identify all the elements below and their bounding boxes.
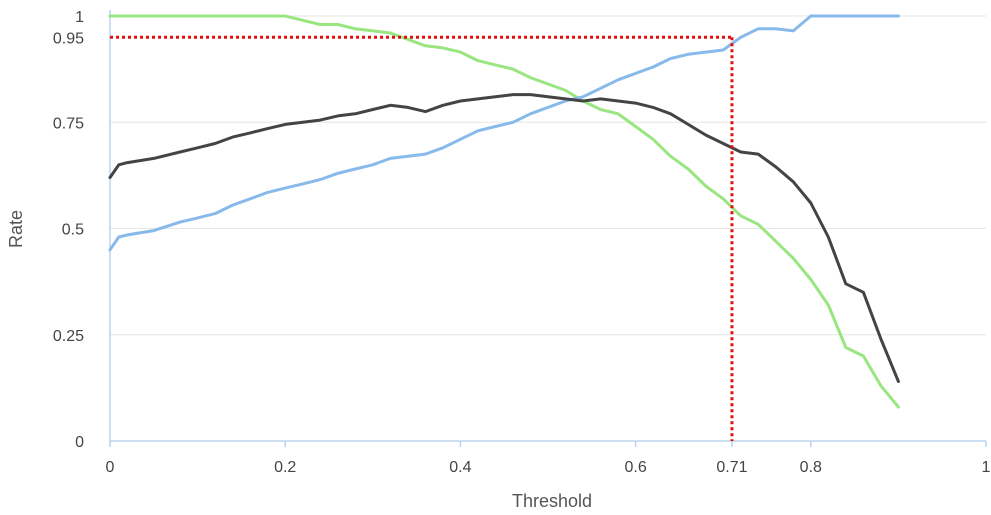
y-tick-label: 0.25: [53, 328, 84, 345]
series-line-2: [108, 14, 900, 252]
series-lines: [108, 14, 900, 409]
series-line-1: [108, 14, 900, 409]
x-tick-label: 0.71: [716, 459, 747, 476]
x-tick-label: 0.8: [800, 459, 822, 476]
y-tick-label: 0: [75, 434, 84, 451]
y-tick-label: 0.75: [53, 115, 84, 132]
x-tick-label: 0: [106, 459, 115, 476]
tick-labels: 0 0.2 0.4 0.6 0.71 0.8 1 0 0.25 0.5 0.75 0.95 1: [53, 9, 991, 476]
y-tick-label: 1: [75, 9, 84, 26]
x-tick-label: 1: [982, 459, 991, 476]
y-tick-label: 0.5: [62, 222, 84, 239]
series-line-3: [108, 93, 900, 383]
y-tick-label: 0.95: [53, 30, 84, 47]
x-tick-label: 0.6: [624, 459, 646, 476]
x-axis-title: Threshold: [512, 491, 592, 511]
x-tick-label: 0.4: [449, 459, 471, 476]
reference-lines: [110, 35, 734, 441]
x-tick-label: 0.2: [274, 459, 296, 476]
y-axis-title: Rate: [6, 210, 26, 248]
axes: [109, 10, 986, 442]
